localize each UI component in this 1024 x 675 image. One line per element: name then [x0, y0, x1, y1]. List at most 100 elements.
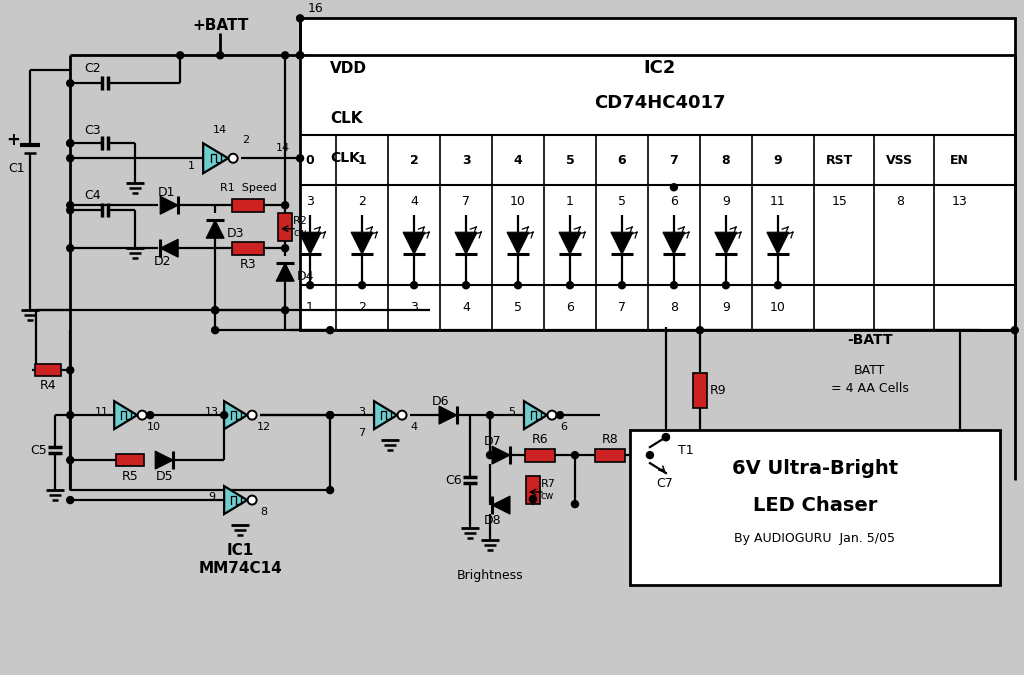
Circle shape	[212, 306, 219, 314]
Bar	[526, 476, 540, 504]
Circle shape	[571, 452, 579, 458]
Circle shape	[529, 495, 537, 503]
Text: Brightness: Brightness	[457, 568, 523, 582]
Circle shape	[67, 456, 74, 464]
Circle shape	[137, 410, 146, 420]
Polygon shape	[715, 232, 737, 254]
Circle shape	[306, 281, 313, 289]
Text: 8: 8	[722, 154, 730, 167]
Text: CLK: CLK	[330, 111, 362, 126]
Text: 9: 9	[722, 300, 730, 314]
Polygon shape	[767, 232, 788, 254]
Text: C5: C5	[30, 443, 47, 456]
Circle shape	[566, 281, 573, 289]
Circle shape	[282, 202, 289, 209]
Text: 10: 10	[770, 300, 785, 314]
Text: D4: D4	[297, 270, 314, 283]
Text: = 4 AA Cells: = 4 AA Cells	[830, 381, 908, 395]
Polygon shape	[611, 232, 633, 254]
Circle shape	[67, 497, 74, 504]
Text: C1: C1	[8, 162, 25, 175]
Polygon shape	[524, 401, 547, 429]
Polygon shape	[203, 143, 228, 173]
Text: 4: 4	[462, 300, 470, 314]
Text: 6: 6	[560, 422, 567, 432]
Text: C2: C2	[84, 62, 100, 75]
Polygon shape	[455, 232, 477, 254]
Bar	[525, 449, 555, 462]
Text: R8: R8	[601, 433, 618, 446]
Polygon shape	[492, 496, 510, 514]
Text: 3: 3	[358, 407, 366, 417]
Polygon shape	[507, 232, 529, 254]
Polygon shape	[403, 232, 425, 254]
Polygon shape	[374, 401, 397, 429]
Text: 2: 2	[358, 195, 366, 208]
Circle shape	[177, 52, 183, 59]
Circle shape	[228, 154, 238, 163]
Circle shape	[67, 412, 74, 418]
Text: EN: EN	[950, 154, 969, 167]
Bar	[279, 213, 292, 241]
Text: R3: R3	[240, 258, 256, 271]
Text: 8: 8	[260, 507, 267, 517]
Circle shape	[486, 452, 494, 458]
Circle shape	[297, 52, 303, 59]
Polygon shape	[439, 406, 457, 424]
Text: +: +	[6, 131, 20, 149]
Circle shape	[67, 245, 74, 252]
Circle shape	[327, 412, 334, 418]
Circle shape	[297, 155, 303, 162]
Text: VSS: VSS	[886, 154, 913, 167]
Text: R1  Speed: R1 Speed	[220, 183, 276, 193]
Text: 1: 1	[566, 195, 573, 208]
Circle shape	[463, 281, 470, 289]
Text: 10: 10	[510, 195, 526, 208]
Text: R9: R9	[710, 383, 726, 397]
Text: 10: 10	[147, 422, 161, 432]
Text: 6: 6	[670, 195, 678, 208]
Text: D8: D8	[484, 514, 502, 526]
Polygon shape	[663, 232, 685, 254]
Text: 1: 1	[357, 154, 367, 167]
Circle shape	[212, 306, 219, 314]
Circle shape	[556, 412, 563, 418]
Text: D3: D3	[227, 227, 245, 240]
Circle shape	[67, 155, 74, 162]
Circle shape	[671, 184, 678, 191]
Circle shape	[282, 52, 289, 59]
Polygon shape	[206, 220, 224, 238]
Text: 2: 2	[410, 154, 419, 167]
Text: 0: 0	[306, 154, 314, 167]
Text: R7: R7	[541, 479, 556, 489]
Polygon shape	[559, 232, 581, 254]
Text: 16: 16	[308, 2, 324, 15]
Polygon shape	[299, 232, 322, 254]
Circle shape	[67, 140, 74, 146]
Text: C6: C6	[445, 474, 463, 487]
Bar	[232, 198, 264, 212]
Text: 3: 3	[462, 154, 470, 167]
Text: D5: D5	[156, 470, 173, 483]
Text: IC1: IC1	[226, 543, 254, 558]
Text: cw: cw	[541, 491, 554, 501]
Text: -BATT: -BATT	[847, 333, 893, 347]
Text: 1: 1	[187, 161, 195, 171]
Text: 8: 8	[896, 195, 904, 208]
Circle shape	[486, 412, 494, 418]
Bar	[35, 364, 61, 376]
Circle shape	[514, 281, 521, 289]
Text: R4: R4	[40, 379, 56, 391]
Text: 5: 5	[617, 195, 626, 208]
Text: R6: R6	[531, 433, 548, 446]
Circle shape	[327, 412, 334, 418]
Circle shape	[358, 281, 366, 289]
Text: cw: cw	[293, 227, 306, 238]
Circle shape	[722, 281, 729, 289]
Text: C4: C4	[84, 189, 100, 202]
Circle shape	[146, 412, 154, 418]
Text: 6: 6	[566, 300, 573, 314]
Polygon shape	[351, 232, 373, 254]
Circle shape	[571, 501, 579, 508]
Text: CLK: CLK	[330, 151, 360, 165]
